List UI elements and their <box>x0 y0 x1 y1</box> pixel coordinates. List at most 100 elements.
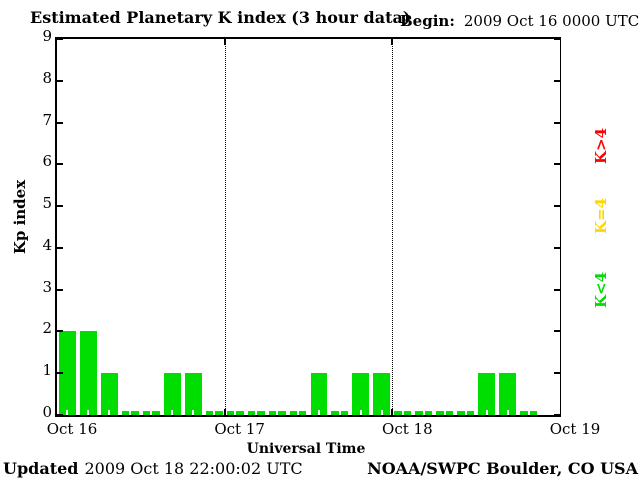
y-axis-tick-left <box>57 330 63 333</box>
y-axis-tick-right <box>554 246 560 249</box>
credit-text: NOAA/SWPC Boulder, CO USA <box>367 459 638 478</box>
y-axis-tick-left <box>57 414 63 416</box>
y-axis-tick-label: 1 <box>42 361 52 380</box>
plot-area <box>55 37 561 417</box>
kp-bar <box>121 410 139 415</box>
kp-bar <box>499 373 517 415</box>
kp-bar <box>247 410 265 415</box>
y-axis-tick-right <box>554 121 560 124</box>
axis-minor-tick-notch <box>506 410 509 415</box>
kp-bar <box>457 410 475 415</box>
axis-minor-tick-notch <box>485 410 488 415</box>
y-axis-tick-left <box>57 79 63 82</box>
y-axis-tick-right <box>554 330 560 333</box>
kp-bar <box>205 410 223 415</box>
chart-title: Estimated Planetary K index (3 hour data… <box>30 8 411 27</box>
kp-bar <box>352 373 370 415</box>
begin-label: Begin: <box>400 12 455 30</box>
y-axis-tick-left <box>57 121 63 124</box>
updated-timestamp: Updated 2009 Oct 18 22:00:02 UTC <box>3 459 303 478</box>
kp-bar <box>331 410 349 415</box>
axis-minor-tick-notch <box>464 410 467 415</box>
x-axis-major-tick-top <box>223 39 226 45</box>
y-axis-tick-left <box>57 163 63 166</box>
legend-k-gt-4: K>4 <box>592 127 610 165</box>
x-axis-tick-label: Oct 17 <box>214 420 265 438</box>
kp-bar <box>184 373 202 415</box>
axis-minor-tick-notch <box>87 410 90 415</box>
kp-bar <box>163 373 181 415</box>
kp-bar <box>289 410 307 415</box>
x-axis-tick-label: Oct 18 <box>382 420 433 438</box>
y-axis-tick-label: 8 <box>42 68 52 87</box>
axis-minor-tick-notch <box>66 410 69 415</box>
y-axis-tick-label: 5 <box>42 194 52 213</box>
y-axis-tick-label: 3 <box>42 277 52 296</box>
day-separator-gridline <box>392 39 394 415</box>
legend-k-lt-4: K<4 <box>592 271 610 309</box>
begin-timestamp: Begin: 2009 Oct 16 0000 UTC <box>400 12 639 30</box>
x-axis-tick-label: Oct 19 <box>549 420 601 438</box>
y-axis-tick-label: 9 <box>42 27 52 45</box>
y-axis-tick-label: 6 <box>42 152 52 171</box>
axis-minor-tick-notch <box>192 410 195 415</box>
y-axis-tick-right <box>554 372 560 375</box>
x-axis-major-tick-bottom <box>223 409 226 415</box>
kp-bar <box>100 373 118 415</box>
y-axis-tick-right <box>554 79 560 82</box>
updated-label: Updated <box>3 459 79 478</box>
y-axis-tick-left <box>57 205 63 208</box>
axis-minor-tick-notch <box>297 410 299 415</box>
axis-minor-tick-notch <box>108 410 111 415</box>
axis-minor-tick-notch <box>527 410 530 415</box>
y-axis-tick-right <box>554 288 560 291</box>
kp-bar <box>436 410 454 415</box>
y-axis-tick-left <box>57 38 63 40</box>
x-axis-tick-label: Oct 16 <box>46 420 98 438</box>
axis-minor-tick-notch <box>171 410 174 415</box>
axis-minor-tick-notch <box>338 410 341 415</box>
x-axis-title: Universal Time <box>246 441 366 457</box>
kp-bar <box>59 331 76 415</box>
y-axis-tick-left <box>57 288 63 291</box>
day-separator-gridline <box>224 39 226 415</box>
kp-bar <box>373 373 391 415</box>
kp-bar <box>226 410 244 415</box>
axis-minor-tick-notch <box>255 410 258 415</box>
x-axis-major-tick-bottom <box>391 409 394 415</box>
y-axis-tick-label: 2 <box>42 319 52 338</box>
kp-bar <box>394 410 412 415</box>
y-axis-tick-right <box>554 205 560 208</box>
updated-value: 2009 Oct 18 22:00:02 UTC <box>84 459 303 478</box>
y-axis-tick-right <box>554 163 560 166</box>
kp-bar <box>310 373 328 415</box>
begin-value: 2009 Oct 16 0000 UTC <box>463 12 640 30</box>
kp-bar <box>79 331 97 415</box>
y-axis-tick-label: 4 <box>42 235 52 254</box>
y-axis-tick-right <box>554 414 560 416</box>
axis-minor-tick-notch <box>213 410 216 415</box>
axis-minor-tick-notch <box>129 410 132 415</box>
kp-bar <box>520 410 538 415</box>
y-axis-tick-right <box>554 38 560 40</box>
axis-minor-tick-notch <box>401 410 404 415</box>
axis-minor-tick-notch <box>317 410 320 415</box>
x-axis-major-tick-top <box>391 39 394 45</box>
axis-minor-tick-notch <box>359 410 362 415</box>
axis-minor-tick-notch <box>380 410 383 415</box>
kp-bar <box>142 410 160 415</box>
axis-minor-tick-notch <box>443 410 446 415</box>
axis-minor-tick-notch <box>234 410 237 415</box>
y-axis-tick-left <box>57 372 63 375</box>
y-axis-tick-label: 7 <box>42 110 52 129</box>
legend-k-eq-4: K=4 <box>592 197 610 235</box>
y-axis-tick-label: 0 <box>42 403 52 421</box>
kp-bar <box>268 410 286 415</box>
kp-bar <box>415 410 433 415</box>
axis-minor-tick-notch <box>422 410 425 415</box>
axis-minor-tick-notch <box>150 410 153 415</box>
axis-minor-tick-notch <box>276 410 279 415</box>
y-axis-tick-left <box>57 246 63 249</box>
kp-bar <box>478 373 496 415</box>
